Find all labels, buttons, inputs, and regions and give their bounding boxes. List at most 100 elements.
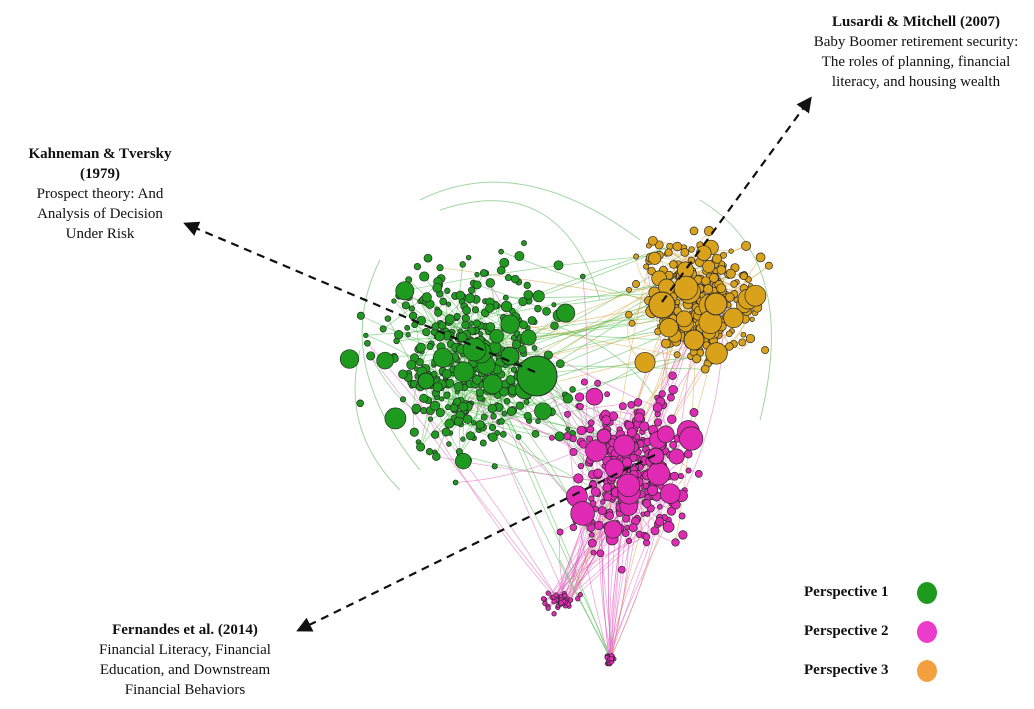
network-node bbox=[422, 327, 431, 337]
network-node bbox=[725, 330, 733, 338]
network-node bbox=[589, 500, 597, 507]
network-node bbox=[569, 523, 578, 532]
network-hub-node bbox=[500, 346, 520, 366]
network-node bbox=[458, 401, 469, 412]
network-node bbox=[444, 314, 456, 325]
network-node bbox=[639, 421, 650, 432]
network-node bbox=[723, 307, 744, 329]
network-node bbox=[642, 482, 650, 490]
network-node bbox=[608, 655, 614, 662]
network-node bbox=[673, 351, 681, 359]
network-node bbox=[376, 351, 394, 370]
network-node bbox=[379, 325, 387, 333]
network-node bbox=[576, 403, 584, 411]
network-node bbox=[688, 246, 695, 253]
network-node bbox=[499, 431, 507, 438]
network-node bbox=[506, 406, 516, 416]
network-node bbox=[764, 261, 773, 270]
network-edge bbox=[579, 276, 588, 500]
network-node bbox=[438, 321, 447, 330]
network-node bbox=[423, 253, 433, 263]
network-node bbox=[659, 483, 681, 504]
network-node bbox=[500, 314, 520, 334]
network-node bbox=[668, 448, 685, 465]
network-node bbox=[468, 320, 474, 327]
network-node bbox=[553, 260, 564, 271]
network-node bbox=[474, 271, 480, 278]
network-node bbox=[653, 418, 663, 427]
network-node bbox=[468, 286, 476, 294]
network-node bbox=[527, 316, 537, 325]
network-node bbox=[712, 253, 722, 264]
network-node bbox=[462, 414, 473, 424]
network-node bbox=[405, 332, 411, 338]
network-hub-node bbox=[516, 355, 558, 397]
network-node bbox=[570, 501, 595, 526]
network-node bbox=[409, 427, 419, 437]
network-node bbox=[725, 292, 735, 303]
network-node bbox=[673, 275, 699, 301]
network-node bbox=[518, 297, 528, 307]
network-node bbox=[662, 521, 675, 533]
network-node bbox=[668, 371, 677, 380]
annotation-title-line: Baby Boomer retirement security: bbox=[813, 34, 1019, 50]
network-node bbox=[680, 248, 690, 257]
network-node bbox=[384, 315, 392, 322]
network-node bbox=[475, 420, 485, 430]
network-node bbox=[587, 419, 595, 427]
network-node bbox=[443, 391, 451, 399]
legend: Perspective 1 Perspective 2 Perspective … bbox=[800, 580, 960, 697]
legend-swatch-icon bbox=[917, 660, 937, 682]
network-node bbox=[669, 260, 678, 269]
network-node bbox=[701, 276, 711, 286]
network-node bbox=[725, 342, 734, 351]
network-node bbox=[399, 396, 407, 403]
network-node bbox=[679, 426, 704, 451]
network-node bbox=[650, 526, 660, 536]
network-node bbox=[661, 338, 671, 349]
annotation-authors: Fernandes et al. (2014) bbox=[112, 622, 258, 638]
network-node bbox=[652, 402, 663, 413]
network-node bbox=[596, 549, 605, 558]
network-node bbox=[535, 418, 541, 425]
network-node bbox=[605, 511, 614, 520]
network-node bbox=[667, 414, 677, 425]
network-node bbox=[689, 408, 699, 417]
network-node bbox=[339, 349, 360, 369]
network-node bbox=[672, 241, 683, 252]
network-node bbox=[427, 416, 434, 422]
network-node bbox=[416, 442, 426, 452]
network-node bbox=[542, 306, 551, 316]
network-node bbox=[666, 393, 675, 402]
network-node bbox=[643, 263, 650, 270]
network-node bbox=[755, 252, 766, 263]
network-node bbox=[558, 600, 564, 606]
network-node bbox=[634, 351, 656, 373]
annotation-title-line: literacy, and housing wealth bbox=[831, 74, 1001, 90]
network-edge bbox=[370, 355, 559, 601]
network-node bbox=[586, 425, 595, 434]
annotation-title-line: Prospect theory: And bbox=[36, 186, 164, 202]
network-node bbox=[462, 305, 472, 315]
network-node bbox=[625, 537, 633, 545]
network-edge bbox=[567, 414, 611, 661]
network-node bbox=[556, 303, 576, 323]
network-node bbox=[658, 390, 666, 398]
network-node bbox=[446, 441, 452, 447]
network-node bbox=[666, 506, 677, 516]
network-node bbox=[545, 590, 551, 596]
annotation-title-line: Financial Behaviors bbox=[124, 682, 246, 698]
network-node bbox=[624, 524, 630, 531]
network-node bbox=[461, 320, 470, 330]
network-node bbox=[503, 397, 511, 405]
network-node bbox=[363, 332, 369, 339]
network-edge bbox=[367, 343, 557, 598]
network-node bbox=[453, 381, 464, 392]
network-node bbox=[587, 538, 597, 548]
network-node bbox=[549, 435, 555, 441]
network-node bbox=[431, 430, 440, 439]
network-node bbox=[585, 387, 604, 406]
network-edge bbox=[601, 501, 611, 664]
network-node bbox=[670, 471, 680, 481]
network-node bbox=[470, 420, 477, 426]
